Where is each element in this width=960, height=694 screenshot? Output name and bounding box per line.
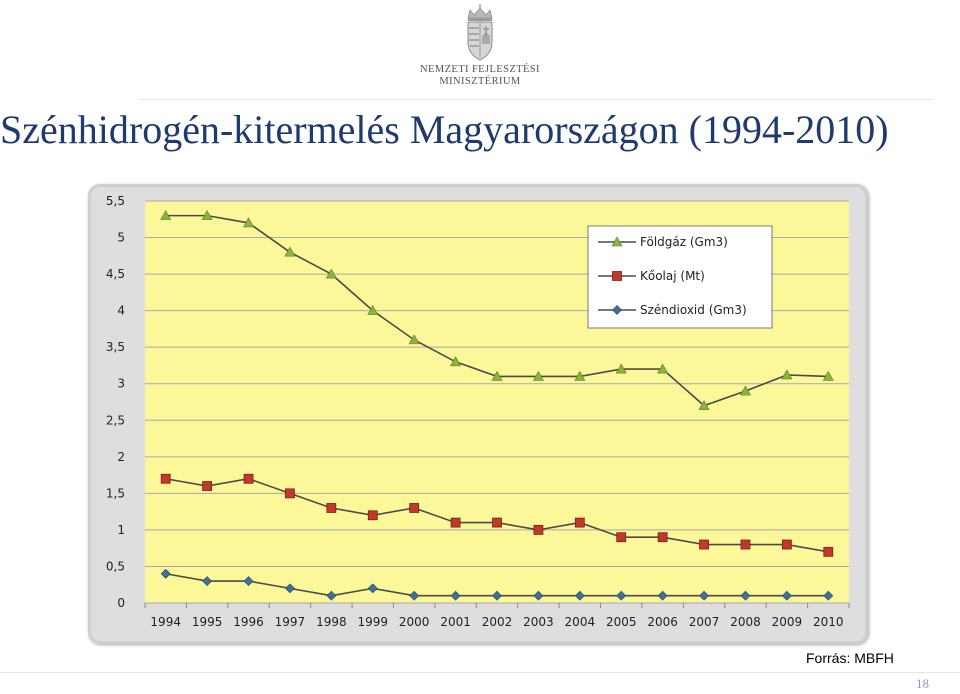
logo-text-line2: MINISZTÉRIUM [439,76,521,87]
x-tick-label: 2002 [482,615,513,629]
x-tick-label: 2005 [606,615,637,629]
data-point [326,590,337,601]
data-point [823,590,834,601]
x-tick-label: 1997 [275,615,306,629]
y-tick-label: 2,5 [106,413,125,427]
data-point [823,546,834,557]
data-point [243,473,254,484]
data-point [285,488,295,499]
data-point [491,370,503,381]
data-point [532,370,544,381]
x-tick-label: 1994 [150,615,181,629]
data-point [740,539,751,550]
data-point [574,590,585,601]
data-point [450,517,461,528]
data-point [492,517,502,528]
data-point [616,532,627,543]
data-point [450,356,462,367]
page-number: 18 [916,676,929,691]
data-point [822,370,834,381]
x-tick-label: 2006 [647,615,678,629]
data-point [325,268,337,279]
y-tick-label: 5,5 [106,194,125,208]
page-title: Szénhidrogén-kitermelés Magyarországon (… [0,107,889,152]
data-point [739,385,751,396]
data-point [409,503,420,513]
data-point [740,590,751,601]
data-point [612,305,622,315]
data-point [781,590,792,601]
legend-label: Kőolaj (Mt) [640,269,705,283]
y-tick-label: 5 [117,231,125,245]
data-point [533,525,544,535]
chart-frame: 0 0,5 1 1,5 2 2,5 3 3,5 4 4,5 5 5,5 1994 1995 1996 1997… [88,184,868,644]
y-tick-label: 3,5 [106,340,125,354]
x-tick-label: 1999 [357,615,388,629]
data-point [326,503,337,513]
y-tick-label: 1 [117,523,125,537]
y-tick-label: 4 [117,304,125,318]
logo-text-line1: NEMZETI FEJLESZTÉSI [420,64,540,75]
data-point [243,576,254,586]
data-point [243,217,255,228]
data-point [160,210,172,220]
x-tick-label: 2001 [440,615,471,629]
data-point [284,246,296,257]
source-note: Forrás: MBFH [806,650,894,666]
data-point [409,590,420,601]
y-tick-label: 1,5 [106,486,125,500]
data-point [160,568,171,579]
data-point [367,510,378,521]
y-tick-label: 0,5 [106,559,125,573]
footer-divider [0,672,960,673]
data-point [781,369,793,380]
data-point [574,517,585,528]
line-chart: 0 0,5 1 1,5 2 2,5 3 3,5 4 4,5 5 5,5 1994 1995 1996 1997… [106,194,850,629]
data-point [202,481,213,491]
y-tick-label: 0 [117,596,125,610]
legend-label: Földgáz (Gm3) [640,235,728,249]
x-tick-label: 2008 [730,615,761,629]
x-tick-label: 2000 [399,615,430,629]
data-point [657,363,669,374]
x-tick-label: 2004 [565,615,596,629]
data-point [616,590,627,601]
x-tick-label: 1998 [316,615,347,629]
x-tick-label: 2010 [813,615,844,629]
x-tick-label: 2007 [689,615,720,629]
coat-of-arms-icon [467,4,493,61]
data-point [367,583,378,594]
data-point [408,334,420,345]
x-tick-label: 2009 [772,615,803,629]
legend-label: Széndioxid (Gm3) [640,303,747,317]
data-point [533,590,544,601]
data-point [611,236,623,247]
data-point [201,210,213,220]
x-tick-label: 1996 [233,615,264,629]
x-tick-label: 2003 [523,615,554,629]
y-tick-label: 2 [117,450,125,464]
data-point [492,590,502,601]
data-point [450,590,461,601]
data-point [285,583,295,594]
data-point [160,473,171,484]
y-tick-label: 3 [117,377,125,391]
data-point [699,590,709,601]
data-point [612,271,622,281]
data-point [699,539,709,550]
data-point [615,363,627,374]
ministry-logo: NEMZETI FEJLESZTÉSI MINISZTÉRIUM [418,4,542,90]
data-point [657,590,668,601]
x-tick-label: 1995 [192,615,223,629]
y-tick-label: 4,5 [106,267,125,281]
data-point [781,539,792,550]
data-point [367,305,379,315]
title-divider [140,99,932,100]
data-point [202,576,213,586]
data-point [574,370,586,381]
data-point [698,400,710,410]
data-point [657,532,668,543]
